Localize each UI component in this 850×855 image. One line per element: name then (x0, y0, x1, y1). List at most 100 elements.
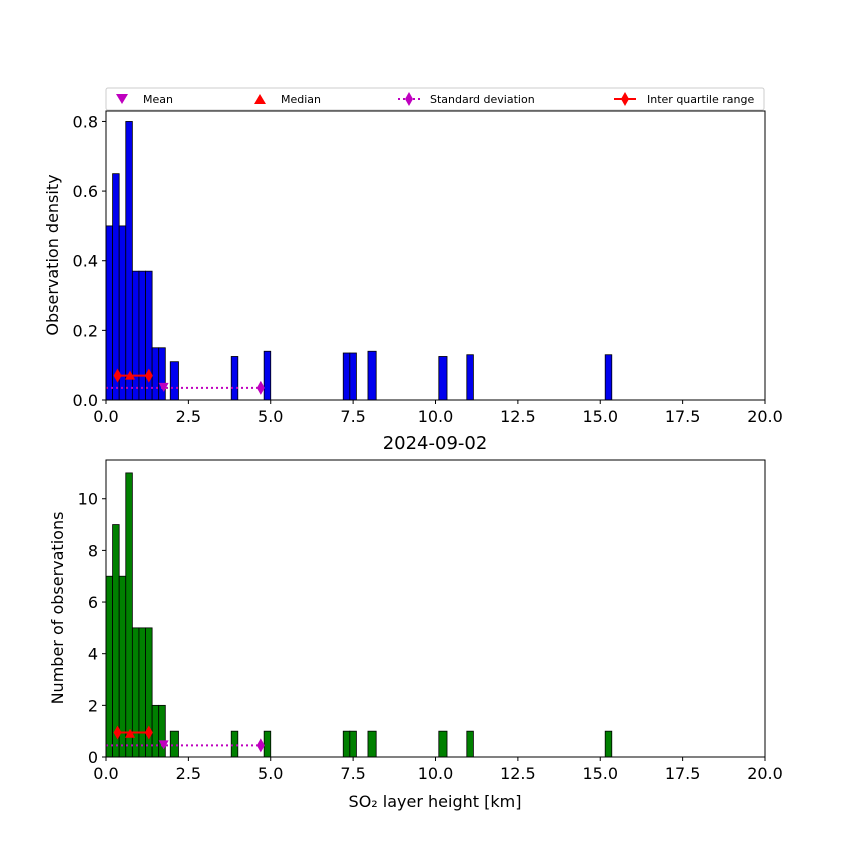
count-panel-title: 2024-09-02 (383, 433, 488, 454)
count-y-tick-label: 2 (88, 696, 98, 715)
legend-marker-median (254, 94, 266, 104)
count-x-tick-label: 7.5 (340, 764, 365, 783)
count-bar (367, 730, 377, 758)
density-y-axis-label: Observation density (43, 174, 62, 335)
count-x-tick-label: 12.5 (500, 764, 536, 783)
density-x-tick-label: 15.0 (582, 407, 618, 426)
density-x-tick-label: 0.0 (93, 407, 118, 426)
density-bar (151, 347, 160, 401)
density-bar (367, 350, 377, 401)
density-bar (105, 225, 113, 401)
count-x-tick-label: 15.0 (582, 764, 618, 783)
count-bar (112, 524, 120, 758)
density-mean-marker (158, 382, 169, 392)
density-bar (604, 354, 613, 401)
density-bar (466, 354, 474, 401)
count-bar (342, 730, 351, 758)
count-x-tick-label: 17.5 (665, 764, 701, 783)
density-bar (342, 352, 351, 401)
legend-marker-standard-deviation (405, 92, 413, 106)
density-x-tick-label: 12.5 (500, 407, 536, 426)
count-iqr-marker (113, 725, 122, 740)
count-histogram-panel: 2024-09-02 0.0 2.5 5.0 7.5 10.0 12.5 15.0 17.5 2… (48, 433, 783, 811)
legend-entry-median: Median (254, 93, 321, 106)
legend-frame (105, 87, 765, 111)
density-bar (169, 361, 179, 401)
count-bars (105, 472, 613, 758)
density-bar (349, 352, 357, 401)
count-bar (438, 730, 448, 758)
count-y-ticks: 0 2 4 6 8 10 (78, 490, 106, 767)
count-x-tick-label: 2.5 (176, 764, 201, 783)
count-mean-marker (158, 740, 169, 750)
density-iqr-marker (113, 368, 122, 383)
legend-entry-mean: Mean (116, 93, 173, 106)
legend-label-inter-quartile-range: Inter quartile range (647, 93, 754, 106)
density-bars (105, 121, 613, 401)
density-bar (230, 356, 239, 401)
density-y-tick-label: 0.8 (73, 112, 98, 131)
density-x-tick-label: 20.0 (747, 407, 783, 426)
count-x-ticks: 0.0 2.5 5.0 7.5 10.0 12.5 15.0 17.5 20.0 (93, 757, 783, 783)
density-axes-frame (105, 110, 766, 401)
count-bar (169, 730, 179, 758)
legend: Mean Median Standard deviation Inter qua… (105, 87, 765, 111)
density-bar (112, 173, 120, 401)
density-y-ticks: 0.0 0.2 0.4 0.6 0.8 (73, 112, 106, 410)
legend-entry-standard-deviation: Standard deviation (398, 92, 535, 106)
count-bar (125, 472, 133, 758)
count-y-tick-label: 10 (78, 490, 98, 509)
count-y-tick-label: 4 (88, 645, 98, 664)
density-bar (158, 347, 166, 401)
count-bar (158, 704, 166, 758)
count-std-marker (256, 738, 265, 753)
density-bar (263, 350, 272, 401)
density-y-tick-label: 0.4 (73, 252, 98, 271)
count-y-axis-label: Number of observations (48, 512, 67, 705)
count-bar (151, 704, 160, 758)
density-x-tick-label: 17.5 (665, 407, 701, 426)
density-x-tick-label: 5.0 (258, 407, 283, 426)
count-bar (604, 730, 613, 758)
count-axes-frame (105, 459, 766, 758)
count-iqr-marker (144, 725, 153, 740)
density-x-tick-label: 7.5 (340, 407, 365, 426)
count-x-tick-label: 20.0 (747, 764, 783, 783)
density-bar (125, 121, 133, 401)
density-y-tick-label: 0.2 (73, 321, 98, 340)
density-x-ticks: 0.0 2.5 5.0 7.5 10.0 12.5 15.0 17.5 20.0 (93, 400, 783, 426)
density-bar (138, 270, 146, 401)
density-x-tick-label: 2.5 (176, 407, 201, 426)
count-y-tick-label: 0 (88, 748, 98, 767)
density-histogram-panel: 0.0 2.5 5.0 7.5 10.0 12.5 15.0 17.5 20.0 0.00.20… (43, 110, 783, 426)
count-stats-markers (106, 725, 265, 753)
density-stats-markers (106, 368, 265, 395)
density-median-marker (125, 370, 136, 380)
legend-label-median: Median (281, 93, 321, 106)
legend-marker-inter-quartile-range (621, 92, 629, 106)
count-median-marker (125, 728, 136, 738)
density-std-marker (256, 380, 265, 395)
count-bar (230, 730, 239, 758)
count-bar (349, 730, 357, 758)
density-bar (438, 356, 448, 401)
legend-entry-inter-quartile-range: Inter quartile range (614, 92, 754, 106)
count-bar (263, 730, 272, 758)
legend-label-standard-deviation: Standard deviation (430, 93, 535, 106)
legend-label-mean: Mean (143, 93, 173, 106)
legend-marker-mean (116, 94, 128, 104)
count-bar (105, 575, 113, 758)
count-y-tick-label: 8 (88, 541, 98, 560)
count-bar (138, 627, 146, 758)
count-bar (118, 575, 127, 758)
density-iqr-marker (144, 368, 153, 383)
count-y-tick-label: 6 (88, 593, 98, 612)
density-y-tick-label: 0.0 (73, 391, 98, 410)
density-y-tick-label: 0.6 (73, 182, 98, 201)
count-x-tick-label: 0.0 (93, 764, 118, 783)
count-x-tick-label: 5.0 (258, 764, 283, 783)
count-x-tick-label: 10.0 (418, 764, 454, 783)
count-bar (466, 730, 474, 758)
